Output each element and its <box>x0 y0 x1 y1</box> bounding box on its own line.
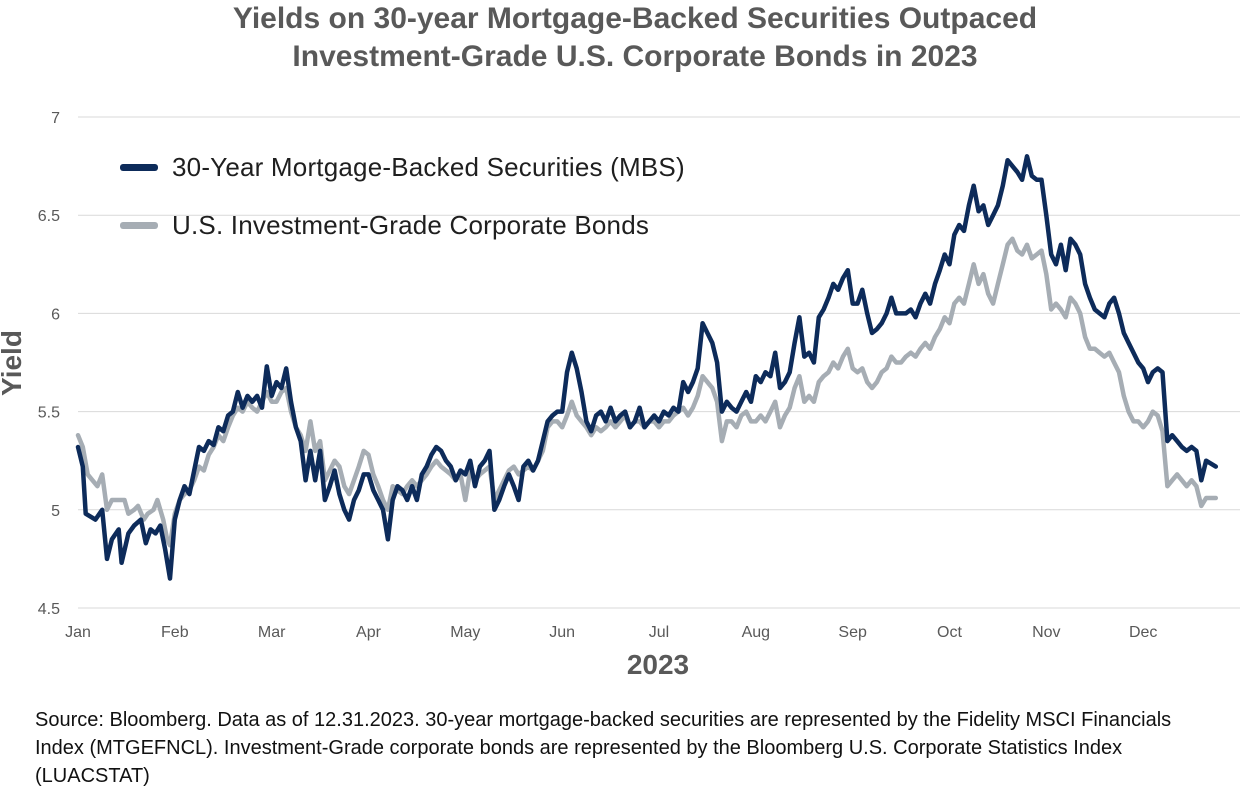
legend-swatch-corporate <box>120 221 158 229</box>
x-tick-label: Aug <box>742 624 770 641</box>
x-tick-label: Jun <box>549 624 575 641</box>
line-chart: 4.5 5 5.5 6 6.5 7 Jan Feb Mar Apr May Jun Jul Aug Sep O… <box>0 110 1240 680</box>
x-tick-label: Dec <box>1129 624 1157 641</box>
x-tick-label: Sep <box>838 624 867 641</box>
y-tick-label: 5.5 <box>38 405 60 422</box>
y-tick-label: 5 <box>51 503 60 520</box>
x-tick-label: Apr <box>356 624 382 641</box>
x-axis-label: 2023 <box>627 649 689 680</box>
y-tick-label: 7 <box>51 110 60 127</box>
chart-title: Yields on 30-year Mortgage-Backed Securi… <box>0 0 1240 76</box>
x-tick-label: Feb <box>161 624 189 641</box>
source-note: Source: Bloomberg. Data as of 12.31.2023… <box>35 709 1172 787</box>
series-line-corporate <box>75 236 1219 548</box>
legend-item-mbs: 30-Year Mortgage-Backed Securities (MBS) <box>120 138 685 196</box>
legend-label-corporate: U.S. Investment-Grade Corporate Bonds <box>172 209 650 240</box>
legend: 30-Year Mortgage-Backed Securities (MBS)… <box>120 138 685 254</box>
y-tick-label: 6 <box>51 306 60 323</box>
x-tick-label: May <box>450 624 480 641</box>
legend-item-corporate: U.S. Investment-Grade Corporate Bonds <box>120 196 685 254</box>
x-tick-label: Jan <box>65 624 91 641</box>
series-line-mbs <box>75 154 1219 581</box>
x-tick-label: Oct <box>937 624 962 641</box>
y-tick-label: 4.5 <box>38 601 60 618</box>
legend-label-mbs: 30-Year Mortgage-Backed Securities (MBS) <box>172 151 685 182</box>
y-axis-label: Yield <box>0 330 27 396</box>
y-tick-label: 6.5 <box>38 208 60 225</box>
x-tick-label: Mar <box>258 624 286 641</box>
chart-title-line-2: Investment-Grade U.S. Corporate Bonds in… <box>292 40 978 73</box>
chart-title-line-1: Yields on 30-year Mortgage-Backed Securi… <box>232 2 1038 35</box>
x-tick-label: Jul <box>649 624 669 641</box>
x-tick-label: Nov <box>1032 624 1060 641</box>
legend-swatch-mbs <box>120 163 158 171</box>
